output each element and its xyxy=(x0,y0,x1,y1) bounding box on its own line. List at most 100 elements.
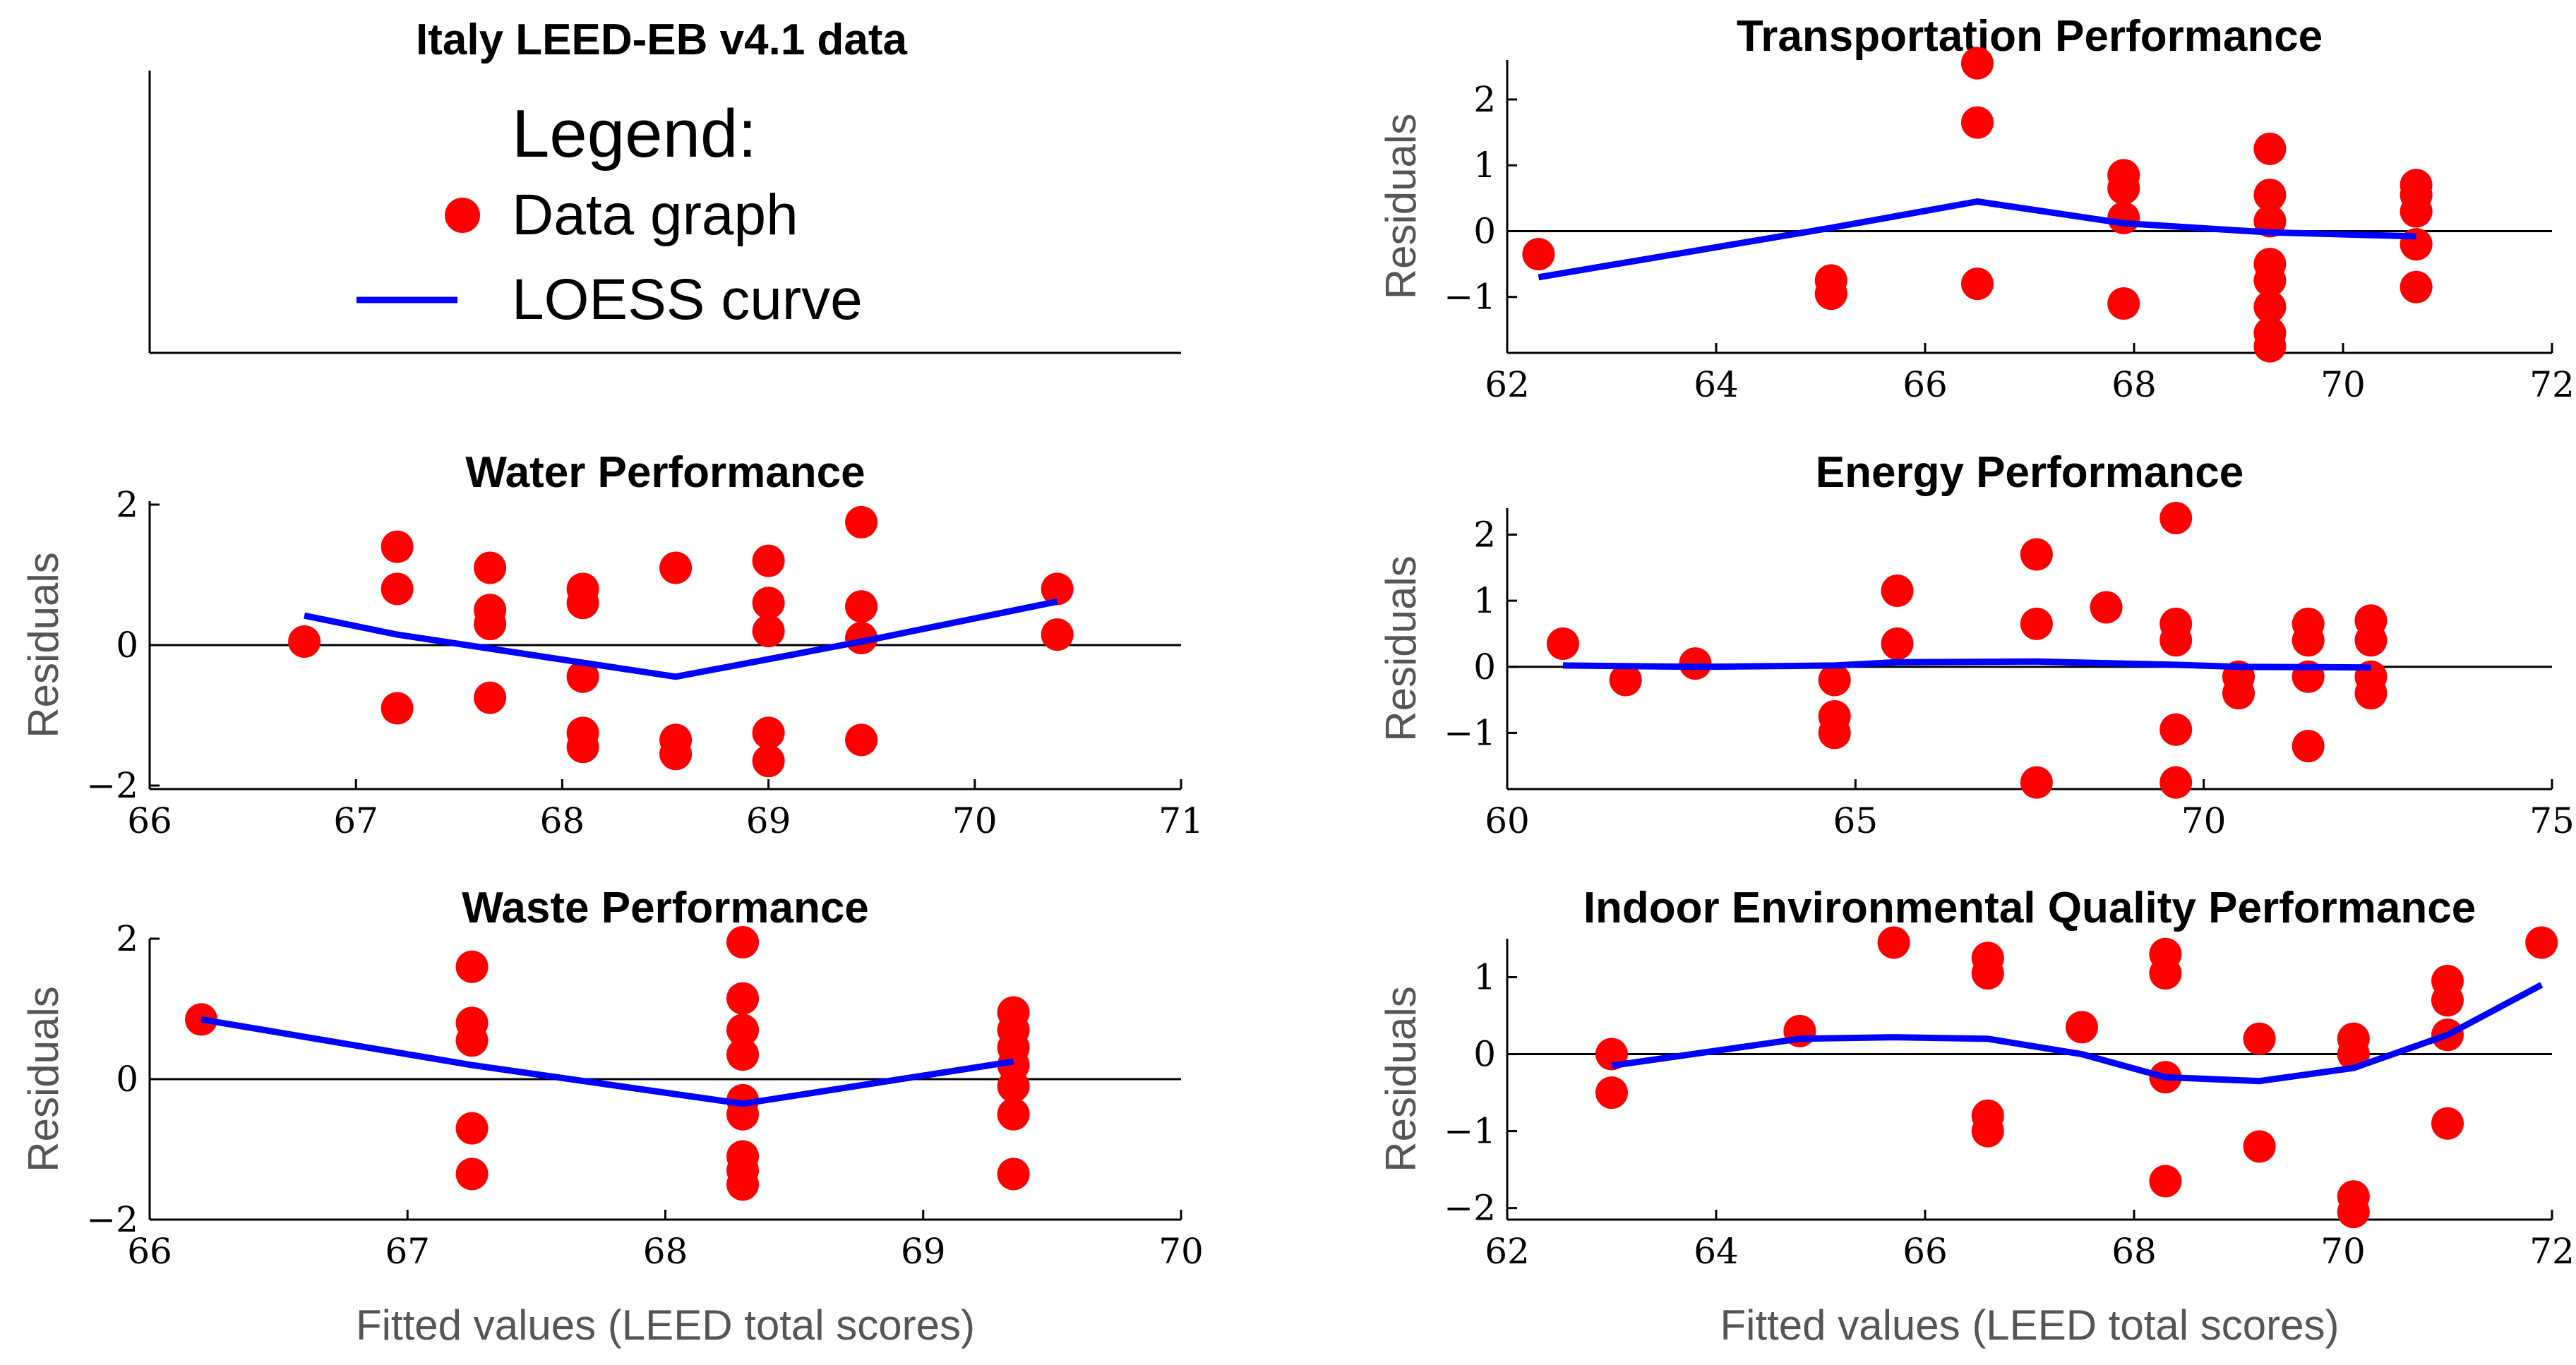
y-tick-label: 0 xyxy=(116,1059,138,1100)
loess-curve xyxy=(1538,198,2416,281)
x-tick-label: 69 xyxy=(901,1231,946,1272)
data-point xyxy=(2354,677,2388,710)
data-point xyxy=(726,1038,760,1071)
y-tick-label: 0 xyxy=(116,625,138,666)
data-point xyxy=(2400,195,2433,228)
y-axis-label: Residuals xyxy=(20,552,67,738)
x-tick-label: 72 xyxy=(2529,1231,2575,1272)
y-tick-label: 0 xyxy=(1473,1034,1496,1075)
x-tick-label: 70 xyxy=(2320,364,2366,405)
data-point xyxy=(752,716,785,750)
x-tick-label: 66 xyxy=(127,1231,172,1272)
data-point xyxy=(455,1157,489,1191)
y-tick-label: 1 xyxy=(1473,957,1496,998)
data-point xyxy=(2107,287,2140,320)
y-axis-label: Residuals xyxy=(20,986,67,1172)
data-point xyxy=(726,925,760,958)
data-point xyxy=(752,615,785,648)
data-point xyxy=(2292,730,2325,763)
data-point xyxy=(1679,647,1712,680)
data-point xyxy=(997,1157,1030,1191)
x-tick-label: 70 xyxy=(952,800,998,841)
x-tick-label: 66 xyxy=(127,800,172,841)
y-tick-label: 1 xyxy=(1473,145,1496,186)
x-axis-label: Fitted values (LEED total scores) xyxy=(1720,1301,2339,1349)
loess-curve xyxy=(200,1016,1014,1107)
x-tick-label: 68 xyxy=(2111,1231,2157,1272)
data-point xyxy=(726,1168,760,1201)
y-tick-label: 0 xyxy=(1473,647,1496,687)
chart-panels: Transportation Performance −1 0 1 2 62 64 66 68 7… xyxy=(20,12,2575,1349)
data-point xyxy=(474,681,507,714)
x-tick-label: 60 xyxy=(1485,800,1530,841)
panel-ieq: Indoor Environmental Quality Performance… xyxy=(1377,884,2575,1349)
panel-waste: Waste Performance −2 0 2 66 67 68 69 70 Residuals… xyxy=(20,884,1204,1349)
data-point xyxy=(845,505,878,539)
x-tick-label: 68 xyxy=(2111,364,2157,405)
data-point xyxy=(2253,290,2287,323)
y-tick-label: −2 xyxy=(1444,1188,1496,1229)
data-point xyxy=(1881,627,1914,660)
legend-data-label: Data graph xyxy=(512,183,798,247)
data-point xyxy=(2090,591,2123,624)
panel-title: Waste Performance xyxy=(462,884,869,932)
data-point xyxy=(845,723,878,757)
data-point xyxy=(2107,201,2140,234)
data-point xyxy=(2253,132,2287,165)
data-point xyxy=(2149,1165,2182,1198)
panel-transportation: Transportation Performance −1 0 1 2 62 64 66 68 7… xyxy=(1377,12,2575,405)
data-point xyxy=(1609,663,1642,697)
data-point xyxy=(1961,106,1994,139)
data-point xyxy=(2159,766,2193,799)
data-point xyxy=(726,982,760,1015)
y-axis-label: Residuals xyxy=(1377,986,1425,1172)
y-tick-label: 2 xyxy=(116,918,138,959)
data-point xyxy=(2020,766,2053,799)
x-tick-label: 64 xyxy=(1694,1231,1739,1272)
x-tick-label: 66 xyxy=(1903,364,1948,405)
x-tick-label: 70 xyxy=(2181,800,2227,841)
data-point xyxy=(1522,238,1555,271)
data-point xyxy=(752,587,785,620)
data-point xyxy=(566,660,599,693)
data-point xyxy=(1041,572,1074,606)
loess-curve xyxy=(1611,982,2544,1085)
data-point xyxy=(726,1098,760,1131)
x-tick-label: 75 xyxy=(2529,800,2575,841)
x-tick-label: 72 xyxy=(2529,364,2575,405)
data-point xyxy=(659,551,693,584)
x-tick-label: 70 xyxy=(1158,1231,1204,1272)
data-point xyxy=(1041,618,1074,651)
legend-panel: Italy LEED-EB v4.1 data Legend: Data gra… xyxy=(148,16,1181,354)
y-tick-label: −2 xyxy=(86,1199,138,1240)
data-point xyxy=(2253,264,2287,297)
data-point xyxy=(1814,277,1847,311)
data-point xyxy=(2525,926,2558,959)
data-point xyxy=(2066,1011,2098,1044)
legend-title: Legend: xyxy=(512,96,757,172)
data-point xyxy=(659,738,693,771)
data-point xyxy=(845,590,878,623)
y-axis-label: Residuals xyxy=(1377,114,1425,299)
x-tick-label: 69 xyxy=(746,800,791,841)
y-tick-label: −1 xyxy=(1444,277,1496,318)
data-point xyxy=(2107,172,2140,205)
data-point xyxy=(2253,330,2287,363)
data-point xyxy=(1818,716,1851,750)
panel-title: Water Performance xyxy=(465,448,865,497)
data-point xyxy=(1971,957,2004,990)
y-tick-label: 2 xyxy=(1473,79,1496,120)
data-point xyxy=(474,608,507,641)
data-point xyxy=(1961,267,1994,301)
data-point xyxy=(752,745,785,778)
data-point xyxy=(381,530,414,563)
data-point xyxy=(2149,957,2182,990)
x-tick-label: 62 xyxy=(1485,1231,1530,1272)
data-point xyxy=(2159,713,2193,746)
figure-title: Italy LEED-EB v4.1 data xyxy=(416,16,908,64)
x-axis-label: Fitted values (LEED total scores) xyxy=(356,1301,975,1349)
x-tick-label: 66 xyxy=(1903,1231,1948,1272)
data-point xyxy=(2020,538,2053,571)
x-tick-label: 64 xyxy=(1694,364,1739,405)
